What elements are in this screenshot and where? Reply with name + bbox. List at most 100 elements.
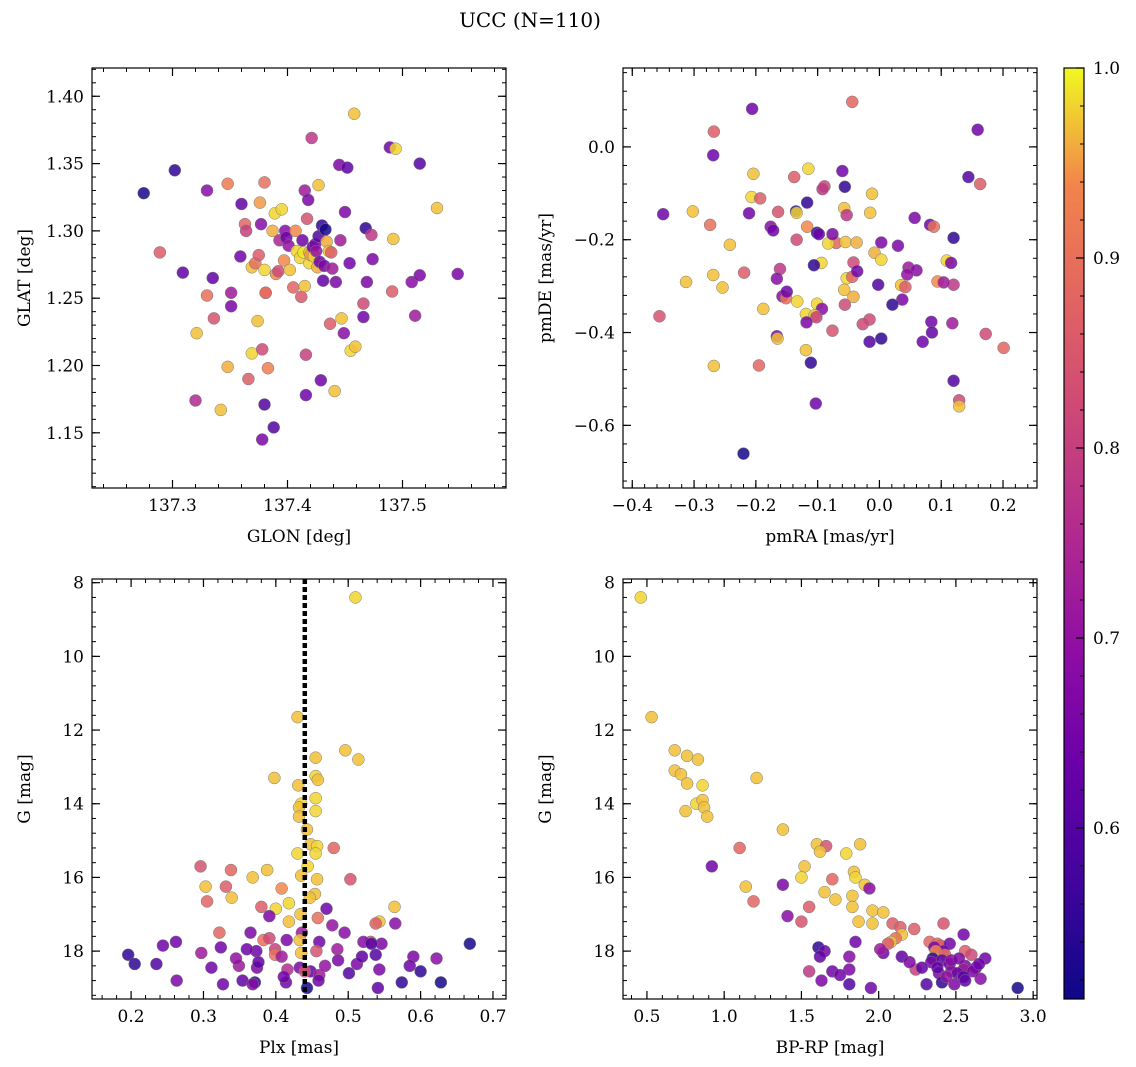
y-tick-label: 18: [62, 942, 84, 962]
data-point: [251, 314, 264, 328]
panel-cmd: 0.5 1.0 1.5 2.0 2.5 3.0 8 10 12 14 16 18 BP-RP [mag]…: [536, 574, 1047, 1058]
panel-plx_g: 0.2 0.3 0.4 0.5 0.6 0.7 8 10 12 14 16 18 Plx [mas] G …: [15, 574, 507, 1058]
data-point: [787, 170, 801, 184]
data-point: [357, 310, 370, 324]
data-point: [770, 272, 784, 285]
data-point: [865, 187, 879, 201]
data-point: [836, 164, 849, 178]
data-point: [388, 900, 401, 914]
data-point: [357, 297, 370, 310]
data-point: [259, 286, 272, 300]
data-point: [287, 281, 300, 294]
x-tick-label: 1.5: [788, 1007, 815, 1027]
data-point: [776, 823, 790, 836]
data-point: [900, 268, 914, 281]
data-point: [791, 295, 804, 308]
data-point: [216, 978, 230, 991]
data-point: [863, 882, 876, 895]
data-point: [812, 227, 826, 241]
data-point: [268, 771, 281, 785]
x-axis-label: BP-RP [mag]: [776, 1038, 885, 1058]
data-point: [899, 280, 912, 294]
y-tick-label: 1.35: [46, 155, 84, 175]
y-tick-label: 1.25: [46, 289, 84, 309]
data-point: [866, 917, 879, 930]
data-point: [258, 176, 271, 189]
data-point: [331, 943, 344, 956]
data-point: [691, 753, 705, 766]
x-tick-label: 0.3: [190, 1007, 217, 1027]
data-point: [813, 845, 827, 858]
data-point: [229, 952, 243, 965]
data-point: [366, 252, 379, 266]
data-point: [189, 394, 202, 407]
data-point: [221, 360, 234, 374]
data-point: [863, 335, 876, 349]
data-point: [737, 266, 751, 279]
data-point: [275, 203, 288, 216]
data-point: [707, 125, 721, 138]
y-tick-label: 8: [73, 574, 84, 594]
data-point: [907, 922, 921, 936]
y-axis-label: G [mag]: [15, 754, 35, 823]
data-point: [347, 107, 361, 121]
data-point: [839, 235, 852, 249]
data-point: [206, 271, 219, 285]
data-point: [267, 421, 280, 434]
data-point: [252, 955, 265, 969]
data-point: [795, 915, 808, 928]
data-point: [310, 944, 323, 958]
data-point: [360, 275, 374, 289]
data-point: [214, 403, 228, 417]
data-point: [244, 926, 257, 939]
data-point: [846, 900, 859, 914]
data-point: [972, 957, 986, 971]
data-point: [847, 290, 860, 304]
data-point: [153, 246, 167, 259]
data-point: [128, 957, 141, 971]
data-point: [706, 268, 720, 282]
data-point: [213, 926, 226, 939]
data-point: [795, 871, 808, 884]
data-point: [771, 205, 785, 219]
data-point: [299, 348, 313, 361]
data-point: [634, 591, 648, 604]
y-tick-label: 14: [62, 795, 84, 815]
data-point: [873, 943, 887, 956]
data-point: [940, 970, 953, 984]
data-point: [121, 948, 135, 962]
data-point: [260, 863, 274, 877]
data-point: [328, 384, 341, 398]
data-point: [369, 948, 382, 962]
data-point: [843, 950, 856, 963]
y-tick-label: 10: [62, 647, 84, 667]
data-point: [802, 900, 816, 914]
data-point: [937, 276, 950, 289]
data-point: [845, 95, 859, 109]
data-point: [937, 917, 950, 930]
y-tick-label: 16: [62, 868, 84, 888]
data-point: [309, 804, 322, 818]
data-point: [957, 928, 970, 941]
data-point: [280, 933, 293, 947]
data-point: [800, 196, 814, 209]
data-point: [750, 771, 763, 785]
data-point: [753, 192, 767, 205]
data-point: [246, 871, 259, 884]
data-point: [219, 880, 233, 893]
data-point: [405, 275, 418, 289]
data-point: [679, 275, 693, 289]
data-point: [843, 963, 856, 976]
data-point: [408, 309, 422, 322]
data-point: [962, 170, 975, 184]
data-point: [254, 217, 268, 231]
data-point: [799, 343, 813, 357]
data-point: [341, 161, 354, 174]
data-point: [916, 335, 929, 349]
x-tick-label: 0.2: [118, 1007, 145, 1027]
data-point: [877, 906, 890, 919]
data-point: [752, 359, 766, 372]
data-point: [272, 265, 285, 278]
data-point: [137, 186, 150, 200]
